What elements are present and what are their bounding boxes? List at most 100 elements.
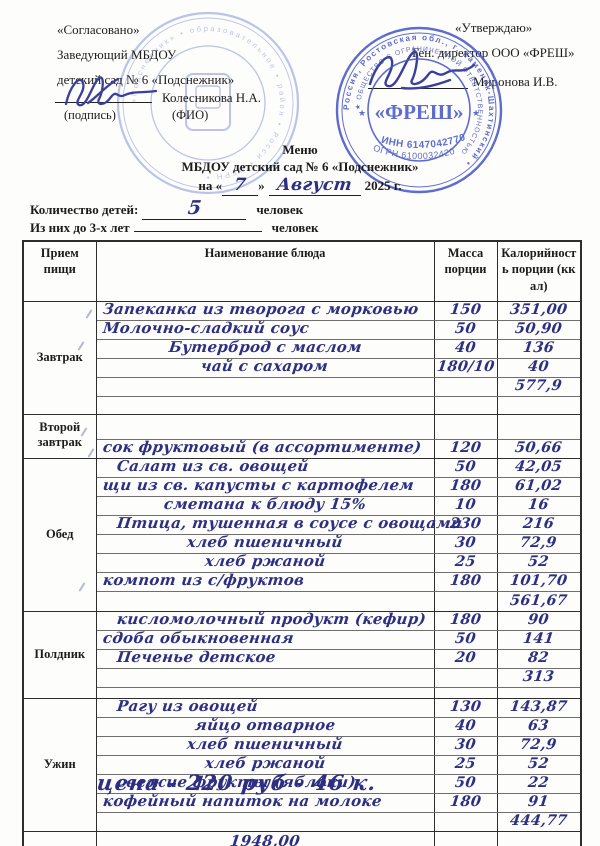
- mass-value: 130: [448, 697, 483, 715]
- table-row: [23, 687, 581, 699]
- mass-value: 120: [448, 438, 483, 456]
- dish-name: сдоба обыкновенная: [101, 628, 295, 647]
- table-row: хлеб ржаной 25 52: [23, 753, 581, 775]
- dish-name: щи из св. капусты с картофелем: [101, 475, 415, 494]
- children-count-value: 5: [186, 197, 203, 219]
- table-row: 444,77: [23, 811, 581, 832]
- date-month-handwritten: Август: [275, 175, 354, 195]
- kcal-value: 16: [527, 495, 551, 513]
- table-row: Птица, тушенная в соусе с овощами 230 21…: [23, 513, 581, 535]
- kcal-value: 91: [527, 792, 551, 810]
- mass-value: 180/10: [435, 357, 496, 375]
- menu-title: Меню: [282, 142, 318, 157]
- kcal-value: 90: [527, 610, 551, 628]
- mass-value: 30: [454, 533, 477, 551]
- menu-subtitle: МБДОУ детский сад № 6 «Подснежник»: [181, 159, 419, 174]
- children-count-unit: человек: [256, 202, 304, 217]
- date-day-handwritten: 7: [232, 175, 248, 195]
- dish-name: хлеб пшеничный: [186, 734, 344, 753]
- dish-name: Бутерброд с маслом: [167, 337, 363, 356]
- table-row: сдоба обыкновенная 50 141: [23, 628, 581, 650]
- date-year: 2025 г.: [364, 178, 402, 193]
- approved-position-line2: детский сад № 6 «Подснежник»: [57, 72, 235, 87]
- meal-cell-breakfast: Завтрак: [22, 300, 97, 415]
- under3-value-blank: [133, 217, 262, 232]
- approved-label: «Согласовано»: [57, 22, 140, 37]
- kcal-value: 72,9: [519, 735, 559, 753]
- children-count-line: Количество детей: 5 человек: [30, 197, 303, 220]
- kcal-value: 22: [527, 773, 551, 791]
- table-row: сметана к блюду 15% 10 16: [23, 495, 581, 516]
- kcal-subtotal: 561,67: [509, 591, 569, 609]
- dish-name: хлеб ржаной: [203, 753, 327, 772]
- kcal-value: 351,00: [509, 300, 569, 318]
- kcal-value: 52: [527, 754, 551, 772]
- date-close: »: [258, 178, 265, 193]
- table-row: кофейный напиток на молоке 180 91: [23, 792, 581, 813]
- table-row: Второй завтрак: [22, 413, 581, 459]
- kcal-value: 40: [527, 357, 551, 375]
- meal-cell-lunch: Обед: [22, 457, 97, 612]
- table-row: хлеб пшеничный 30 72,9: [23, 532, 581, 554]
- kcal-value: 63: [527, 716, 551, 734]
- approved-position-line1: Заведующий МБДОУ: [57, 47, 177, 62]
- kcal-subtotal: 577,9: [514, 376, 564, 394]
- meal-cell-snack: Полдник: [22, 610, 97, 699]
- menu-date-line: на « 7 » Август 2025 г.: [0, 175, 600, 196]
- dish-name: Птица, тушенная в соусе с овощами: [115, 513, 463, 532]
- kcal-value: 143,87: [509, 697, 569, 715]
- kcal-subtotal: 313: [522, 667, 556, 685]
- dish-name: Печенье детское: [115, 647, 277, 666]
- under3-count-line: Из них до 3-х лет человек: [30, 217, 319, 237]
- kcal-value: 50,66: [514, 438, 564, 456]
- kcal-value: 52: [527, 552, 551, 570]
- table-row: сок фруктовый (в ассортименте) 120 50,66: [23, 437, 581, 459]
- col-header-dish: Наименование блюда: [95, 240, 435, 302]
- price-note-text: цена - 220 руб - 46 к.: [95, 770, 378, 795]
- fio-caption: (ФИО): [172, 108, 209, 122]
- table-row: компот из с/фруктов 180 101,70: [23, 571, 581, 592]
- kcal-value: 61,02: [514, 476, 564, 494]
- kcal-value: 72,9: [519, 533, 559, 551]
- table-row: Ужин Рагу из овощей 130 143,87: [22, 696, 581, 832]
- kcal-value: 50,90: [514, 319, 564, 337]
- kcal-value: 141: [522, 629, 556, 647]
- under3-unit: человек: [271, 220, 319, 235]
- mass-value: 20: [454, 648, 477, 666]
- mass-value: 230: [448, 514, 483, 532]
- stamp-star-right-icon: ★: [472, 108, 480, 118]
- dish-name: Рагу из овощей: [115, 696, 259, 715]
- meal-cell-empty: [22, 830, 97, 846]
- kcal-value: 216: [522, 514, 556, 532]
- mass-value: 40: [454, 338, 477, 356]
- mass-value: 180: [448, 792, 483, 810]
- mass-value: 180: [448, 476, 483, 494]
- table-row: хлеб пшеничный 30 72,9: [23, 734, 581, 756]
- signature-right-icon: [368, 50, 476, 90]
- table-header-row: Прием пищи Наименование блюда Масса порц…: [22, 240, 582, 302]
- mass-value: 25: [454, 754, 477, 772]
- dish-name: сок фруктовый (в ассортименте): [101, 437, 423, 456]
- approver-position: Ген. директор ООО «ФРЕШ»: [412, 45, 575, 60]
- mass-value: 50: [454, 319, 477, 337]
- kcal-value: 136: [522, 338, 556, 356]
- date-prefix: на «: [198, 178, 223, 193]
- col-header-kcal: Калорийность порции (ккал): [496, 240, 582, 302]
- children-count-label: Количество детей:: [30, 202, 139, 217]
- fresh-round-stamp-icon: Россия, Ростовская обл., г. Каменск-Шахт…: [335, 26, 503, 194]
- mass-value: 50: [454, 629, 477, 647]
- table-row: щи из св. капусты с картофелем 180 61,02: [23, 475, 581, 497]
- table-row: Печенье детское 20 82: [23, 647, 581, 669]
- dish-name: хлеб ржаной: [203, 551, 327, 570]
- table-row: чай с сахаром 180/10 40: [23, 357, 581, 378]
- mass-value: 25: [454, 552, 477, 570]
- mass-value: 30: [454, 735, 477, 753]
- kcal-subtotal: 444,77: [509, 811, 569, 829]
- grand-total-row: 1948,00: [22, 830, 581, 846]
- meal-cell-dinner: Ужин: [22, 697, 97, 832]
- mass-value: 180: [448, 610, 483, 628]
- mass-value: 50: [454, 773, 477, 791]
- table-row: 313: [23, 667, 581, 688]
- under3-label: Из них до 3-х лет: [30, 220, 130, 235]
- dish-name: хлеб пшеничный: [186, 532, 344, 551]
